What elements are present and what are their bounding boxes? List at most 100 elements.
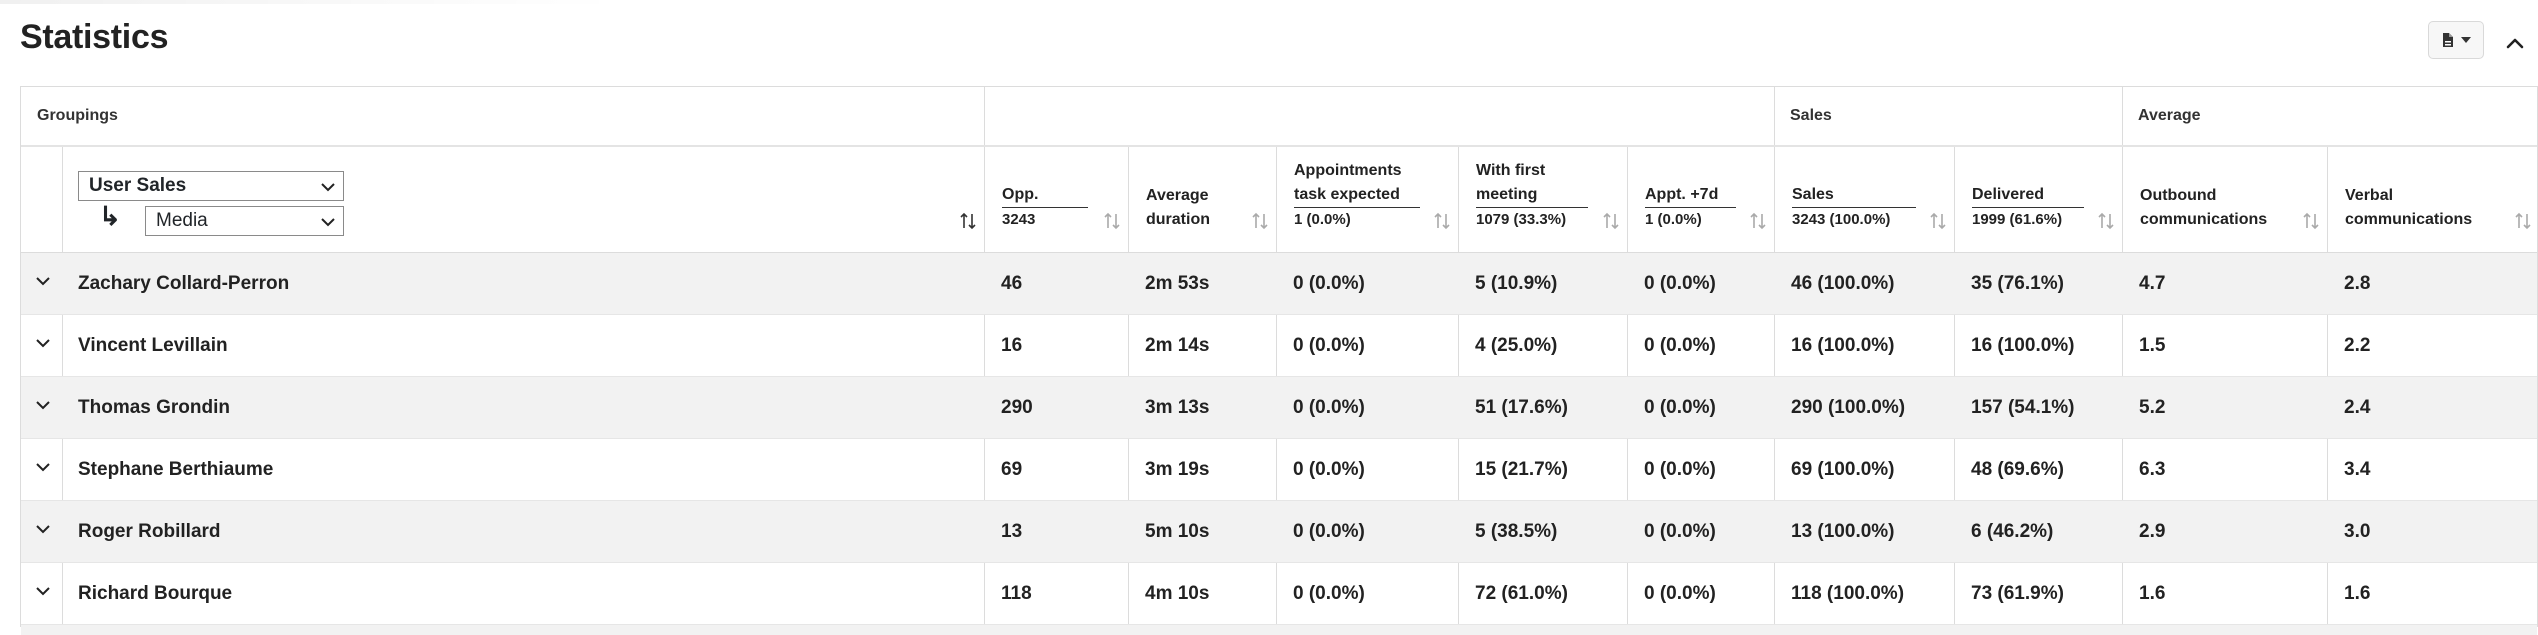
col-outbound-communications[interactable]: Outbound communications [2122, 146, 2327, 252]
col-sales-label: Sales [1792, 183, 1916, 208]
col-with-first-meeting[interactable]: With first meeting 1079 (33.3%) [1458, 146, 1627, 252]
col-verbal-label-2: communications [2345, 211, 2473, 228]
table-row-partial [21, 625, 2537, 635]
sort-icon[interactable] [1102, 210, 1122, 232]
sort-icon[interactable] [2513, 210, 2533, 232]
cell-duration: 2m 14s [1145, 335, 1210, 356]
cell-delivered: 48 (69.6%) [1971, 459, 2064, 480]
cell-delivered: 35 (76.1%) [1971, 273, 2064, 294]
table-row[interactable]: Stephane Berthiaume 69 3m 19s 0 (0.0%) 1… [21, 439, 2537, 501]
col-outbound-label-1: Outbound [2140, 187, 2217, 204]
chevron-down-icon[interactable] [33, 581, 53, 601]
cell-appointments: 0 (0.0%) [1293, 397, 1365, 418]
chevron-down-icon[interactable] [33, 395, 53, 415]
col-appointments-label-2: task expected [1294, 183, 1420, 208]
table-row[interactable]: Vincent Levillain 16 2m 14s 0 (0.0%) 4 (… [21, 315, 2537, 377]
cell-verbal: 2.8 [2344, 273, 2371, 294]
file-export-icon [2443, 33, 2453, 47]
col-appt-7d-label: Appt. +7d [1645, 183, 1736, 208]
cell-appointments: 0 (0.0%) [1293, 273, 1365, 294]
cell-first-meeting: 4 (25.0%) [1475, 335, 1558, 356]
cell-outbound: 5.2 [2139, 397, 2166, 418]
sort-icon[interactable] [2096, 210, 2116, 232]
cell-appointments: 0 (0.0%) [1293, 521, 1365, 542]
cell-first-meeting: 5 (10.9%) [1475, 273, 1558, 294]
cell-sales: 46 (100.0%) [1791, 273, 1895, 294]
sort-icon[interactable] [958, 210, 978, 232]
cell-duration: 2m 53s [1145, 273, 1210, 294]
cell-opp: 16 [1001, 335, 1023, 356]
col-outbound-label-2: communications [2140, 211, 2268, 228]
col-sales[interactable]: Sales 3243 (100.0%) [1774, 146, 1954, 252]
divider [984, 87, 985, 627]
col-appointments-task-expected[interactable]: Appointments task expected 1 (0.0%) [1276, 146, 1458, 252]
table-row[interactable]: Richard Bourque 118 4m 10s 0 (0.0%) 72 (… [21, 563, 2537, 625]
sort-icon[interactable] [1928, 210, 1948, 232]
col-opp[interactable]: Opp. 3243 [984, 146, 1128, 252]
col-first-meeting-label-2: meeting [1476, 183, 1588, 208]
cell-first-meeting: 72 (61.0%) [1475, 583, 1568, 604]
top-shadow [0, 0, 620, 4]
chevron-down-icon[interactable] [33, 271, 53, 291]
row-name: Richard Bourque [78, 583, 233, 604]
sort-icon[interactable] [1601, 210, 1621, 232]
cell-opp: 69 [1001, 459, 1023, 480]
cell-verbal: 3.4 [2344, 459, 2371, 480]
chevron-down-icon[interactable] [33, 519, 53, 539]
sort-icon[interactable] [1250, 210, 1270, 232]
cell-verbal: 1.6 [2344, 583, 2371, 604]
table-row[interactable]: Thomas Grondin 290 3m 13s 0 (0.0%) 51 (1… [21, 377, 2537, 439]
cell-opp: 290 [1001, 397, 1033, 418]
cell-appt-7d: 0 (0.0%) [1644, 335, 1716, 356]
grouping-primary-select[interactable]: User Sales [78, 171, 344, 201]
cell-duration: 3m 13s [1145, 397, 1210, 418]
cell-outbound: 6.3 [2139, 459, 2166, 480]
page-title: Statistics [20, 18, 169, 56]
cell-appointments: 0 (0.0%) [1293, 583, 1365, 604]
chevron-down-icon[interactable] [33, 333, 53, 353]
chevron-down-icon [321, 218, 335, 227]
export-button[interactable] [2428, 21, 2484, 59]
grouping-secondary-select[interactable]: Media [145, 206, 344, 236]
table-row[interactable]: Roger Robillard 13 5m 10s 0 (0.0%) 5 (38… [21, 501, 2537, 563]
table-row[interactable]: Zachary Collard-Perron 46 2m 53s 0 (0.0%… [21, 253, 2537, 315]
grouping-primary-value: User Sales [89, 175, 187, 196]
cell-delivered: 6 (46.2%) [1971, 521, 2054, 542]
cell-appt-7d: 0 (0.0%) [1644, 273, 1716, 294]
column-header-row: User Sales ↳ Media Opp. 3243 Average durat… [21, 146, 2537, 253]
col-average-duration-label-1: Average [1146, 187, 1209, 204]
cell-first-meeting: 51 (17.6%) [1475, 397, 1568, 418]
col-first-meeting-total: 1079 (33.3%) [1476, 211, 1567, 228]
sales-group-label: Sales [1790, 107, 1832, 124]
chevron-down-icon [321, 183, 335, 192]
sort-icon[interactable] [1748, 210, 1768, 232]
cell-opp: 46 [1001, 273, 1023, 294]
col-verbal-communications[interactable]: Verbal communications [2327, 146, 2537, 252]
sort-icon[interactable] [1432, 210, 1452, 232]
group-header-row: Groupings Sales Average [21, 87, 2537, 147]
collapse-button[interactable] [2500, 28, 2530, 58]
divider [1774, 87, 1775, 627]
cell-sales: 118 (100.0%) [1791, 583, 1905, 604]
caret-down-icon [2461, 37, 2471, 43]
col-delivered[interactable]: Delivered 1999 (61.6%) [1954, 146, 2122, 252]
col-average-duration[interactable]: Average duration [1128, 146, 1276, 252]
cell-outbound: 2.9 [2139, 521, 2166, 542]
row-name: Stephane Berthiaume [78, 459, 274, 480]
average-group-label: Average [2138, 107, 2201, 124]
col-opp-total: 3243 [1002, 211, 1036, 228]
col-sales-total: 3243 (100.0%) [1792, 211, 1891, 228]
divider [2122, 87, 2123, 627]
cell-appt-7d: 0 (0.0%) [1644, 459, 1716, 480]
cell-duration: 4m 10s [1145, 583, 1210, 604]
col-delivered-label: Delivered [1972, 183, 2084, 208]
grouping-secondary-value: Media [156, 210, 208, 231]
statistics-table: Groupings Sales Average User Sales ↳ Med… [20, 86, 2538, 635]
chevron-down-icon[interactable] [33, 457, 53, 477]
col-appt-7d[interactable]: Appt. +7d 1 (0.0%) [1627, 146, 1774, 252]
cell-delivered: 16 (100.0%) [1971, 335, 2075, 356]
row-name: Roger Robillard [78, 521, 221, 542]
sort-icon[interactable] [2301, 210, 2321, 232]
cell-first-meeting: 15 (21.7%) [1475, 459, 1568, 480]
col-first-meeting-label-1: With first [1476, 162, 1546, 179]
